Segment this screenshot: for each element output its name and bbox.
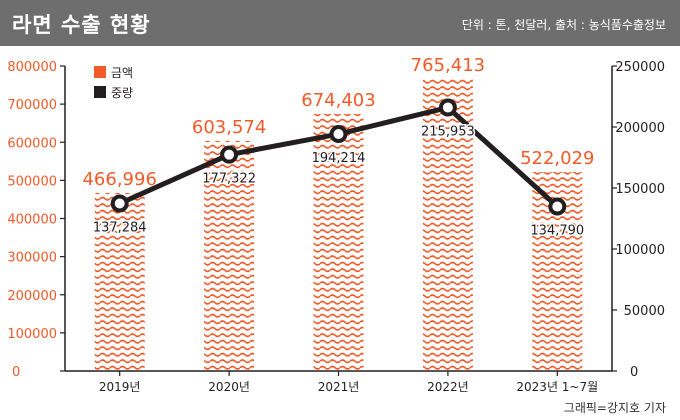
right-axis-tick-label: 250000	[615, 60, 665, 75]
amount-bar	[94, 192, 145, 370]
amount-bar-label: 603,574	[192, 117, 266, 138]
left-axis-tick-label: 600000	[7, 136, 57, 151]
x-axis-category-label: 2022년	[427, 380, 469, 394]
graphic-credit: 그래픽=강지호 기자	[563, 401, 666, 415]
right-axis-tick-label: 150000	[615, 182, 665, 197]
x-axis-category-label: 2021년	[318, 380, 360, 394]
left-axis-tick-label: 100000	[7, 327, 57, 342]
amount-bar-label: 466,996	[82, 169, 156, 190]
export-chart: 0100000200000300000400000500000600000700…	[7, 55, 665, 394]
volume-point-label: 215,953	[421, 125, 475, 140]
volume-point	[220, 145, 239, 164]
right-axis-tick-label: 100000	[615, 243, 665, 258]
amount-bar	[313, 113, 364, 371]
volume-point	[548, 197, 567, 216]
volume-point	[438, 98, 457, 117]
left-axis-tick-label: 500000	[7, 174, 57, 189]
legend-label: 금액	[111, 66, 133, 80]
amount-bar-label: 765,413	[411, 55, 485, 76]
x-axis-category-label: 2019년	[99, 380, 141, 394]
volume-point	[329, 125, 348, 144]
right-axis-tick-label: 50000	[624, 304, 665, 319]
legend-swatch	[94, 66, 106, 78]
volume-point-label: 194,214	[312, 151, 366, 166]
amount-bar	[204, 140, 255, 370]
left-axis-tick-label: 300000	[7, 251, 57, 266]
left-axis-tick-label: 0	[12, 365, 20, 380]
volume-point-label: 177,322	[202, 172, 256, 187]
left-axis-tick-label: 800000	[7, 60, 57, 75]
left-axis-tick-label: 400000	[7, 213, 57, 228]
left-axis-tick-label: 200000	[7, 289, 57, 304]
amount-bar-label: 674,403	[301, 90, 375, 111]
legend-swatch	[94, 86, 106, 98]
volume-point-label: 134,790	[530, 224, 584, 239]
chart-source-note: 단위 : 톤, 천달러, 출처 : 농식품수출정보	[461, 18, 666, 32]
left-axis-tick-label: 700000	[7, 98, 57, 113]
amount-bar	[422, 79, 473, 371]
amount-bar-label: 522,029	[520, 148, 594, 169]
right-axis-tick-label: 200000	[615, 121, 665, 136]
right-axis-tick-label: 0	[630, 365, 638, 380]
volume-point	[110, 194, 129, 213]
chart-title: 라면 수출 현황	[12, 13, 151, 37]
x-axis-category-label: 2023년 1~7월	[516, 380, 598, 394]
chart-header: 라면 수출 현황 단위 : 톤, 천달러, 출처 : 농식품수출정보	[0, 0, 680, 46]
legend-label: 중량	[111, 86, 133, 100]
x-axis-category-label: 2020년	[208, 380, 250, 394]
volume-point-label: 137,284	[93, 221, 147, 236]
